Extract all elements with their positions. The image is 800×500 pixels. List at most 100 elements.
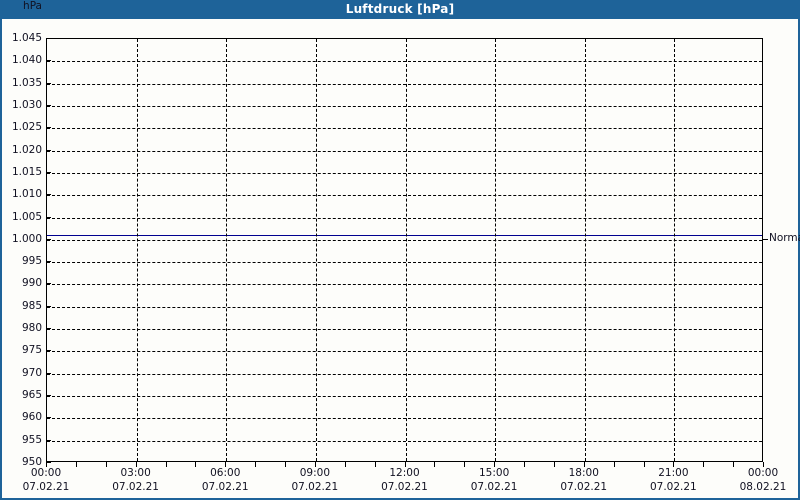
x-axis-tick-time: 15:00 xyxy=(478,467,510,479)
x-axis-minor-tick xyxy=(673,462,675,467)
y-axis-tick-label: 1.005 xyxy=(11,210,42,223)
y-axis-tick xyxy=(46,149,51,151)
y-axis-labels: hPa 1.045 1.040 1.035 1.030 1.025 1.020 1.015 1… xyxy=(2,0,42,500)
normal-tick-icon xyxy=(763,238,768,240)
x-axis-tick-date: 07.02.21 xyxy=(560,481,608,493)
y-axis-tick xyxy=(46,171,51,173)
y-axis-tick xyxy=(46,60,51,62)
vertical-gridline xyxy=(136,39,138,461)
normal-reference-line xyxy=(47,235,762,237)
y-axis-tick-label: 985 xyxy=(21,299,42,312)
x-axis-tick-time: 00:00 xyxy=(30,467,62,479)
y-axis-tick xyxy=(46,305,51,307)
y-axis-tick xyxy=(46,38,51,39)
y-axis-tick xyxy=(46,328,51,330)
x-axis-minor-tick xyxy=(285,462,286,467)
x-axis-tick-label: 21:00 07.02.21 xyxy=(633,466,713,494)
x-axis-minor-tick xyxy=(643,462,645,467)
plot-area xyxy=(46,38,763,462)
x-axis-tick-date: 07.02.21 xyxy=(381,481,428,493)
y-axis-tick-label: 1.035 xyxy=(11,76,42,89)
vertical-gridline xyxy=(405,39,407,461)
y-axis-tick-label: 980 xyxy=(21,322,42,335)
y-axis-tick-label: 1.030 xyxy=(11,98,42,111)
y-axis-tick-label: 960 xyxy=(21,411,42,424)
x-axis-minor-tick xyxy=(464,462,466,467)
horizontal-gridline xyxy=(47,195,762,197)
x-axis-minor-tick xyxy=(75,462,77,467)
horizontal-gridline xyxy=(47,239,762,241)
horizontal-gridline xyxy=(47,396,762,398)
x-axis-minor-tick xyxy=(404,462,406,467)
normal-annotation: Normal xyxy=(763,232,800,245)
x-axis-minor-tick xyxy=(703,462,705,467)
y-axis-tick xyxy=(46,350,51,352)
x-axis-minor-tick xyxy=(165,462,167,467)
x-axis-minor-tick xyxy=(434,462,436,467)
x-axis-tick-time: 09:00 xyxy=(299,467,330,479)
x-axis-tick-date: 07.02.21 xyxy=(22,481,70,493)
x-axis-tick-time: 18:00 xyxy=(568,467,599,479)
x-axis-tick-date: 07.02.21 xyxy=(112,481,159,493)
horizontal-gridline xyxy=(47,373,762,375)
y-axis-tick-label: 965 xyxy=(21,389,42,402)
vertical-gridline xyxy=(226,39,228,461)
x-axis-tick-time: 03:00 xyxy=(120,467,151,479)
x-axis-minor-tick xyxy=(314,462,316,467)
horizontal-gridline xyxy=(47,128,762,130)
x-axis-tick-label: 03:00 07.02.21 xyxy=(96,466,176,494)
y-axis-tick-label: 1.010 xyxy=(11,188,42,201)
x-axis-tick-label: 00:00 07.02.21 xyxy=(6,466,86,494)
vertical-gridline xyxy=(315,39,317,461)
x-axis-minor-tick xyxy=(524,462,525,467)
vertical-gridline xyxy=(495,39,497,461)
x-axis-minor-tick xyxy=(733,462,735,467)
x-axis-minor-tick xyxy=(46,462,47,467)
x-axis-minor-tick xyxy=(763,462,764,467)
y-axis-tick-label: 1.020 xyxy=(11,143,42,156)
x-axis-tick-label: 12:00 07.02.21 xyxy=(365,466,445,494)
x-axis-minor-tick xyxy=(613,462,615,467)
x-axis-tick-date: 07.02.21 xyxy=(649,481,697,493)
horizontal-gridline xyxy=(47,172,762,174)
normal-annotation-label: Normal xyxy=(769,232,800,244)
x-axis-tick-label: 15:00 07.02.21 xyxy=(454,466,534,494)
y-axis-tick-label: 990 xyxy=(21,277,42,290)
y-axis-tick xyxy=(46,395,51,397)
horizontal-gridline xyxy=(47,418,762,420)
horizontal-gridline xyxy=(47,83,762,85)
y-axis-tick xyxy=(46,194,51,196)
x-axis-tick-time: 00:00 xyxy=(747,467,779,479)
x-axis-tick-time: 12:00 xyxy=(389,467,420,479)
chart-title-bar: Luftdruck [hPa] xyxy=(0,0,800,19)
y-axis-tick xyxy=(46,372,51,374)
x-axis-minor-tick xyxy=(225,462,227,467)
y-axis-tick xyxy=(46,216,51,218)
x-axis-tick-label: 09:00 07.02.21 xyxy=(275,466,355,494)
x-axis-minor-tick xyxy=(135,462,137,467)
y-axis-unit-label: hPa xyxy=(23,0,42,12)
horizontal-gridline xyxy=(47,217,762,219)
y-axis-tick xyxy=(46,462,51,463)
y-axis-tick-label: 1.025 xyxy=(11,121,42,134)
y-axis-tick xyxy=(46,82,51,84)
horizontal-gridline xyxy=(47,105,762,107)
horizontal-gridline xyxy=(47,150,762,152)
x-axis-tick-date: 08.02.21 xyxy=(739,481,787,493)
y-axis-tick-label: 950 xyxy=(21,456,42,468)
vertical-gridline xyxy=(584,39,586,461)
x-axis-tick-time: 21:00 xyxy=(658,467,689,479)
y-axis-tick-label: 975 xyxy=(21,344,42,357)
x-axis-tick-date: 07.02.21 xyxy=(291,481,339,493)
y-axis-tick-label: 1.045 xyxy=(11,32,42,44)
x-axis-minor-tick xyxy=(374,462,376,467)
x-axis-tick-label: 06:00 07.02.21 xyxy=(185,466,265,494)
horizontal-gridline xyxy=(47,329,762,331)
x-axis-minor-tick xyxy=(105,462,107,467)
y-axis-tick-label: 1.000 xyxy=(11,232,42,245)
y-axis-tick xyxy=(46,127,51,129)
x-axis-tick-date: 07.02.21 xyxy=(201,481,249,493)
y-axis-tick-label: 955 xyxy=(21,433,42,446)
horizontal-gridline xyxy=(47,262,762,264)
horizontal-gridline xyxy=(47,306,762,308)
